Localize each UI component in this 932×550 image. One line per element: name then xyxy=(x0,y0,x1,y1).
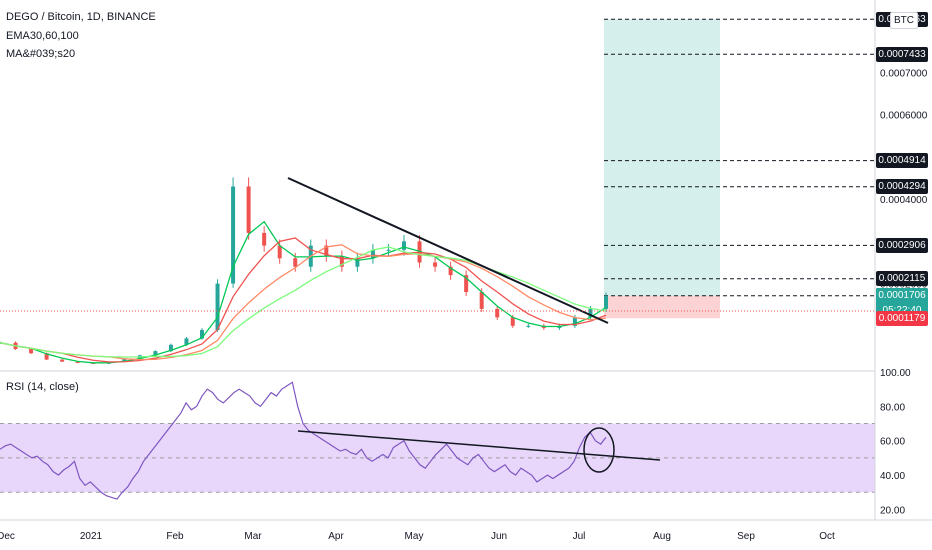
time-tick-label: 2021 xyxy=(80,531,103,542)
stop-price-label: 0.0001179 xyxy=(876,310,928,326)
price-tick-label: 0.0004000 xyxy=(880,195,928,206)
rsi-tick-label: 80.00 xyxy=(880,402,905,413)
rsi-tick-label: 40.00 xyxy=(880,471,905,482)
price-level-lines xyxy=(604,18,875,297)
candle-body xyxy=(604,296,608,309)
time-tick-label: May xyxy=(405,531,424,542)
candle-body xyxy=(44,353,49,360)
ema60-line xyxy=(0,237,607,363)
time-tick-label: Oct xyxy=(819,531,835,542)
rsi-highlight-circle xyxy=(583,427,615,473)
rsi-tick-label: 100.00 xyxy=(880,368,911,379)
price-tick-label: 0.0006000 xyxy=(880,111,928,122)
candle-body xyxy=(153,351,158,356)
candle-body xyxy=(588,308,593,318)
time-tick-label: Jun xyxy=(491,531,507,542)
candle-body xyxy=(184,338,189,345)
candle-body xyxy=(479,292,484,309)
candle-body xyxy=(355,258,360,267)
currency-badge[interactable]: BTC xyxy=(890,12,918,30)
candle-body xyxy=(277,245,282,259)
time-tick-label: Jul xyxy=(573,531,586,542)
time-tick-label: Mar xyxy=(244,531,262,542)
candle-body xyxy=(200,330,204,339)
candle-body xyxy=(246,186,251,233)
level-price-label: 0.0007433 xyxy=(876,46,928,62)
ema100-line xyxy=(0,244,607,361)
candle-body xyxy=(526,325,531,327)
candle-body xyxy=(448,266,453,276)
price-tick-label: 0.0007000 xyxy=(880,69,928,80)
level-price-label: 0.0004914 xyxy=(876,153,928,169)
candle-body xyxy=(168,344,173,352)
candle-body xyxy=(215,283,220,331)
level-price-label: 0.0004294 xyxy=(876,179,928,195)
level-price-label: 0.0002906 xyxy=(876,237,928,253)
candles xyxy=(0,177,608,364)
ma20-line xyxy=(0,246,607,358)
time-tick-label: Dec xyxy=(0,531,15,542)
stop-zone xyxy=(604,295,720,319)
candle-body xyxy=(572,317,577,326)
axis-ticks: 0.00070000.00060000.00040000.0002000100.… xyxy=(0,69,928,542)
candle-body xyxy=(262,232,267,246)
candle-body xyxy=(495,308,500,318)
moving-averages xyxy=(0,220,607,364)
legend-ma[interactable]: MA&#039;s20 xyxy=(6,48,76,60)
target-zone xyxy=(604,19,720,296)
level-price-label: 0.0002115 xyxy=(876,271,928,287)
candle-body xyxy=(433,262,438,267)
candle-body xyxy=(510,317,515,326)
legend-ema[interactable]: EMA30,60,100 xyxy=(6,30,79,42)
candle-body xyxy=(122,358,127,362)
candle-body xyxy=(75,361,80,363)
rsi-line xyxy=(0,381,607,500)
time-tick-label: Apr xyxy=(328,531,344,542)
candle-body xyxy=(464,275,469,293)
candle-body xyxy=(293,258,298,267)
rsi-trendline xyxy=(297,430,661,461)
time-tick-label: Feb xyxy=(166,531,184,542)
candle-body xyxy=(386,249,391,251)
legend-rsi[interactable]: RSI (14, close) xyxy=(6,381,79,393)
candle-body xyxy=(402,241,406,250)
candle-body xyxy=(29,349,34,354)
ema30-line xyxy=(0,220,607,364)
legend-symbol[interactable]: DEGO / Bitcoin, 1D, BINANCE xyxy=(6,11,156,23)
candle-body xyxy=(231,186,236,284)
rsi-tick-label: 20.00 xyxy=(880,505,905,516)
position-zones xyxy=(604,19,720,319)
candle-body xyxy=(324,245,329,257)
candle-body xyxy=(339,256,344,267)
candle-body xyxy=(370,249,375,259)
time-tick-label: Aug xyxy=(653,531,671,542)
candle-body xyxy=(60,359,65,362)
time-tick-label: Sep xyxy=(737,531,755,542)
price-trendline xyxy=(287,177,609,324)
rsi-tick-label: 60.00 xyxy=(880,437,905,448)
